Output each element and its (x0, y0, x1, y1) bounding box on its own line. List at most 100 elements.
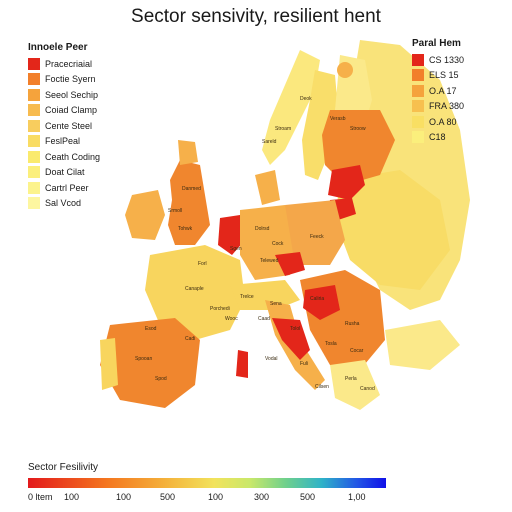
scale-tick-label: 500 (300, 492, 316, 502)
legend-left-swatch (28, 135, 40, 148)
map-label: Caliria (310, 296, 324, 302)
legend-left-swatch (28, 119, 40, 132)
region-baltics (322, 110, 395, 185)
region-greece (330, 360, 380, 410)
map-label: Wooc (225, 316, 238, 322)
legend-right-swatch (412, 53, 424, 66)
legend-left-label: Doat Cilat (45, 167, 85, 178)
legend-left-label: Coiad Clamp (45, 105, 98, 116)
region-sardinia (236, 350, 248, 378)
map-label: Spooan (135, 356, 152, 362)
legend-left-swatch (28, 150, 40, 163)
map-label: Srmoll (168, 208, 182, 214)
legend-right-swatch (412, 115, 424, 128)
color-scale: Sector Fesilivity 0 ltem 100 100 500 100 300 5… (28, 462, 388, 502)
legend-left-swatch (28, 57, 40, 70)
region-turkey (385, 320, 460, 370)
map-label: Tohwk (178, 226, 193, 232)
scale-tick-label: 1,00 (348, 492, 366, 502)
map-label: Feeck (310, 234, 324, 240)
map-label: Forl (198, 261, 207, 267)
legend-right-label: CS 1330 (429, 54, 465, 65)
map-label: Cadi (185, 336, 195, 342)
legend-right-label: C18 (429, 132, 446, 143)
region-denmark (255, 170, 280, 205)
map-label: Stroam (275, 126, 291, 132)
legend-left-item: Pracecriaial (28, 56, 138, 72)
legend-left-item: Doat Cilat (28, 165, 138, 181)
legend-right-label: FRA 380 (429, 101, 465, 112)
region-scotland (178, 140, 198, 165)
region-baltic-red (328, 165, 365, 200)
region-balkan-red (303, 285, 340, 320)
legend-left-label: Pracecriaial (45, 58, 93, 69)
map-label: Fuli (300, 361, 308, 367)
region-poland (285, 200, 345, 265)
scale-tick-label: 0 ltem (28, 492, 53, 502)
scale-tick-label: 100 (64, 492, 80, 502)
scale-ticks: 0 ltem 100 100 500 100 300 500 1,00 (28, 488, 388, 502)
map-label: Cilsen (315, 384, 329, 390)
legend-left-item: Cartrl Peer (28, 180, 138, 196)
map-label: Caad (258, 316, 270, 322)
city-labels: Stroam Sareld Danmed Srmoll Tohwk Deok V… (135, 96, 375, 392)
scale-gradient-bar (28, 478, 386, 488)
legend-left-item: Cente Steel (28, 118, 138, 134)
region-alps (230, 280, 300, 310)
legend-left-swatch (28, 166, 40, 179)
map-label: Sgen (230, 246, 242, 252)
map-label: Cock (272, 241, 284, 247)
legend-right-swatch (412, 131, 424, 144)
legend-right: Paral Hem CS 1330 ELS 15 O.A 17 FRA 380 O.A … (412, 38, 502, 145)
legend-left-item: Seeol Sechip (28, 87, 138, 103)
legend-right-swatch (412, 100, 424, 113)
legend-left-swatch (28, 197, 40, 210)
legend-left-swatch (28, 104, 40, 117)
map-label: Deok (300, 96, 312, 102)
legend-right-swatch (412, 84, 424, 97)
map-label: Spod (155, 376, 167, 382)
map-label: Telewed (260, 258, 279, 264)
legend-left-item: Sal Vcod (28, 196, 138, 212)
legend-left-swatch (28, 181, 40, 194)
legend-right-item: O.A 17 (412, 83, 502, 99)
legend-left-item: FeslPeal (28, 134, 138, 150)
scale-tick-label: 500 (160, 492, 176, 502)
region-east (335, 170, 450, 290)
region-balkans (300, 270, 385, 370)
legend-left: Innoele Peer Pracecriaial Foctie Syern See… (28, 42, 138, 211)
legend-left-label: Cente Steel (45, 120, 93, 131)
map-label: Canod (360, 386, 375, 392)
map-label: Dolrsd (255, 226, 270, 232)
map-title: Sector sensivity, resilient hent (131, 6, 381, 27)
scale-tick-label: 300 (254, 492, 270, 502)
legend-left-item: Coiad Clamp (28, 103, 138, 119)
map-label: Perla (345, 376, 357, 382)
map-label: Danmed (182, 186, 201, 192)
legend-right-item: C18 (412, 130, 502, 146)
region-ireland (125, 190, 165, 240)
region-italy-red (272, 318, 310, 360)
legend-right-item: FRA 380 (412, 99, 502, 115)
region-gb (168, 160, 210, 245)
map-label: Rusha (345, 321, 360, 327)
map-label: Trelce (240, 294, 254, 300)
map-label: Sareld (262, 139, 277, 145)
legend-left-label: FeslPeal (45, 136, 81, 147)
region-spain (100, 318, 200, 408)
scale-title: Sector Fesilivity (28, 462, 99, 473)
scale-tick-label: 100 (116, 492, 132, 502)
legend-right-label: O.A 80 (429, 116, 457, 127)
map-label: Cocar (350, 348, 364, 354)
legend-left-label: Cartrl Peer (45, 182, 89, 193)
legend-left-title: Innoele Peer (28, 42, 88, 53)
map-label: Esod (145, 326, 157, 332)
region-france (145, 245, 245, 340)
legend-left-swatch (28, 88, 40, 101)
legend-left-label: Foctie Syern (45, 74, 96, 85)
legend-right-label: ELS 15 (429, 70, 459, 81)
legend-right-item: CS 1330 (412, 52, 502, 68)
legend-left-swatch (28, 73, 40, 86)
legend-left-item: Foctie Syern (28, 72, 138, 88)
